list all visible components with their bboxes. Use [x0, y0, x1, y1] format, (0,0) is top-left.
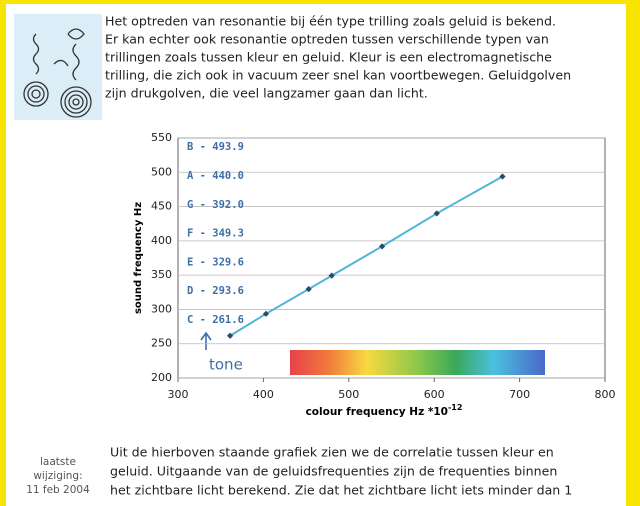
y-tick-label: 350: [151, 268, 172, 281]
x-axis-label: colour frequency Hz *10-12: [306, 403, 463, 419]
spectrum-bar: [290, 350, 545, 375]
note-label: F - 349.3: [187, 228, 244, 240]
intro-line: trilling, die zich ook in vacuum zeer sn…: [105, 68, 571, 83]
x-axis-label-exponent: -12: [448, 403, 462, 412]
intro-line: zijn drukgolven, die veel langzamer gaan…: [105, 86, 428, 101]
intro-line: trillingen zoals tussen kleur en geluid.…: [105, 50, 552, 65]
page: Het optreden van resonantie bij één type…: [0, 0, 640, 506]
data-line: [230, 176, 502, 335]
x-axis-label-main: colour frequency Hz *10: [306, 406, 448, 418]
x-tick-label: 800: [595, 388, 616, 401]
y-tick-label: 400: [151, 234, 172, 247]
y-tick-label: 200: [151, 371, 172, 384]
y-tick-label: 550: [151, 131, 172, 144]
content: Het optreden van resonantie bij één type…: [6, 4, 626, 506]
x-tick-label: 300: [168, 388, 189, 401]
x-tick-label: 500: [338, 388, 359, 401]
annotation-arrow: [201, 333, 211, 350]
note-label: G - 392.0: [187, 199, 244, 211]
y-tick-label: 500: [151, 165, 172, 178]
footer-line: geluid. Uitgaande van de geluidsfrequent…: [110, 464, 557, 479]
spiral-icon: [14, 14, 102, 120]
y-axis-label: sound frequency Hz: [133, 202, 144, 314]
x-tick-label: 400: [253, 388, 274, 401]
date-label: 11 feb 2004: [26, 484, 90, 496]
footer-line: het zichtbare licht berekend. Zie dat he…: [110, 483, 572, 498]
footer-line: Uit de hierboven staande grafiek zien we…: [110, 445, 554, 460]
intro-line: Het optreden van resonantie bij één type…: [105, 14, 556, 29]
date-label: laatste: [40, 456, 76, 468]
intro-text: Het optreden van resonantie bij één type…: [105, 14, 571, 101]
y-tick-label: 300: [151, 302, 172, 315]
note-label: C - 261.6: [187, 314, 244, 326]
y-tick-label: 450: [151, 200, 172, 213]
note-label: B - 493.9: [187, 141, 244, 153]
x-tick-label: 700: [509, 388, 530, 401]
x-tick-label: 600: [424, 388, 445, 401]
note-label: A - 440.0: [187, 170, 244, 182]
canvas: Het optreden van resonantie bij één type…: [6, 4, 626, 506]
note-label: D - 293.6: [187, 285, 244, 297]
note-label: E - 329.6: [187, 256, 244, 268]
y-tick-label: 250: [151, 337, 172, 350]
intro-line: Er kan echter ook resonantie optreden tu…: [105, 32, 549, 47]
annotation: tone: [209, 356, 243, 374]
date-label: wijziging:: [33, 470, 82, 482]
footer: laatste wijziging: 11 feb 2004 Uit de hierb…: [26, 445, 572, 498]
